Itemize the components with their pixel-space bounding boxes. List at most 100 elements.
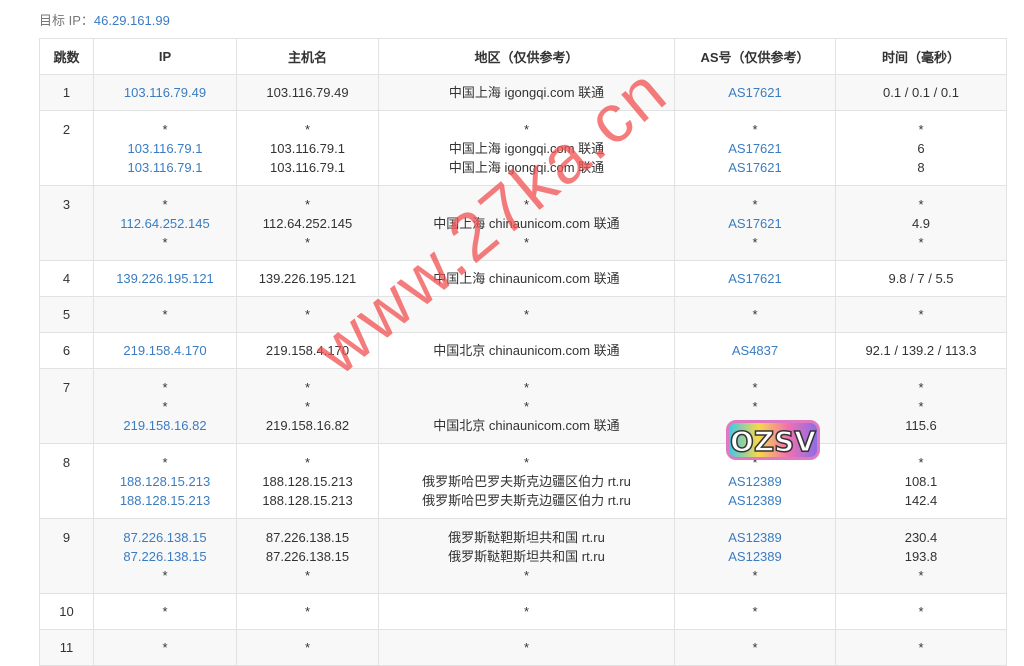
ip-link[interactable]: 103.116.79.1 [127, 160, 203, 175]
region-text: 中国上海 chinaunicom.com 联通 [433, 271, 620, 286]
header-hostname: 主机名 [236, 38, 379, 75]
ip-link[interactable]: 87.226.138.15 [123, 549, 207, 564]
as-cell: AS12389 AS12389 * [674, 518, 836, 594]
hop-cell: 4 [39, 260, 94, 297]
as-link[interactable]: AS17621 [728, 141, 782, 156]
time-text: * [918, 307, 924, 322]
as-link[interactable]: AS4837 [731, 343, 779, 358]
time-text: * [918, 604, 924, 619]
hostname-cell: 103.116.79.49 [236, 74, 379, 111]
region-text: * [523, 235, 530, 250]
hostname-cell: * 112.64.252.145 * [236, 185, 379, 261]
ip-cell: 219.158.4.170 [93, 332, 237, 369]
hop-cell: 7 [39, 368, 94, 444]
ip-text: * [162, 399, 168, 414]
region-cell: * [378, 593, 675, 630]
header-ip: IP [93, 38, 237, 75]
hop-cell: 1 [39, 74, 94, 111]
table-row: 10 * * * * * [39, 593, 1007, 630]
time-text: * [918, 455, 924, 470]
as-cell: * [674, 593, 836, 630]
ip-cell: * [93, 296, 237, 333]
table-row: 1 103.116.79.49 103.116.79.49 中国上海 igongqi.… [39, 74, 1007, 111]
hostname-text: 87.226.138.15 [265, 549, 350, 564]
time-text: 8 [917, 160, 925, 175]
hostname-text: 103.116.79.1 [270, 160, 345, 175]
time-text: * [918, 197, 924, 212]
ip-link[interactable]: 139.226.195.121 [116, 271, 214, 286]
region-cell: 中国上海 chinaunicom.com 联通 [378, 260, 675, 297]
ip-link[interactable]: 112.64.252.145 [120, 216, 210, 231]
hostname-text: * [304, 604, 311, 619]
region-cell: * 俄罗斯哈巴罗夫斯克边疆区伯力 rt.ru 俄罗斯哈巴罗夫斯克边疆区伯力 rt.r… [378, 443, 675, 519]
ip-text: * [162, 235, 168, 250]
hostname-text: 219.158.16.82 [265, 418, 350, 433]
region-cell: 俄罗斯鞑靼斯坦共和国 rt.ru 俄罗斯鞑靼斯坦共和国 rt.ru * [378, 518, 675, 594]
time-text: * [918, 399, 924, 414]
ip-link[interactable]: 188.128.15.213 [119, 493, 211, 508]
as-text: * [752, 235, 758, 250]
region-text: 俄罗斯鞑靼斯坦共和国 rt.ru [448, 549, 605, 564]
as-cell: * [674, 296, 836, 333]
hostname-cell: * [236, 593, 379, 630]
ip-link[interactable]: 219.158.4.170 [123, 343, 207, 358]
time-text: 6 [917, 141, 925, 156]
time-cell: 0.1 / 0.1 / 0.1 [835, 74, 1007, 111]
traceroute-table: 跳数 IP 主机名 地区（仅供参考） AS号（仅供参考） 时间（毫秒） 1 103… [39, 38, 1007, 666]
region-text: * [523, 197, 530, 212]
as-link[interactable]: AS12389 [728, 530, 782, 545]
hostname-text: 112.64.252.145 [262, 216, 353, 231]
as-cell: AS17621 [674, 260, 836, 297]
hostname-text: * [304, 122, 311, 137]
hop-cell: 10 [39, 593, 94, 630]
ozsv-sticker: OZSV [726, 420, 820, 460]
hop-cell: 6 [39, 332, 94, 369]
ip-link[interactable]: 103.116.79.1 [127, 141, 203, 156]
time-text: * [918, 122, 924, 137]
hostname-text: * [304, 455, 311, 470]
hostname-text: * [304, 235, 311, 250]
ip-text: * [162, 568, 168, 583]
region-text: * [523, 399, 530, 414]
region-text: * [523, 122, 530, 137]
as-link[interactable]: AS12389 [728, 474, 782, 489]
ip-text: * [162, 380, 168, 395]
time-cell: 92.1 / 139.2 / 113.3 [835, 332, 1007, 369]
time-text: 92.1 / 139.2 / 113.3 [865, 343, 977, 358]
as-cell: * [674, 629, 836, 666]
as-link[interactable]: AS17621 [728, 216, 782, 231]
region-cell: * * 中国北京 chinaunicom.com 联通 [378, 368, 675, 444]
time-cell: * [835, 296, 1007, 333]
as-link[interactable]: AS17621 [728, 160, 782, 175]
as-text: * [752, 455, 758, 470]
hostname-text: * [304, 197, 311, 212]
as-link[interactable]: AS12389 [728, 549, 782, 564]
table-row: 3 * 112.64.252.145 * * 112.64.252.145 * * 中国上海 c… [39, 185, 1007, 261]
time-text: * [918, 235, 924, 250]
time-text: 115.6 [905, 418, 937, 433]
hop-cell: 11 [39, 629, 94, 666]
time-cell: * 4.9 * [835, 185, 1007, 261]
region-text: * [523, 380, 530, 395]
ip-link[interactable]: 87.226.138.15 [123, 530, 207, 545]
ip-text: * [162, 122, 168, 137]
time-text: 4.9 [911, 216, 931, 231]
as-link[interactable]: AS12389 [728, 493, 782, 508]
ip-cell: * 188.128.15.213 188.128.15.213 [93, 443, 237, 519]
header-region: 地区（仅供参考） [378, 38, 675, 75]
ip-link[interactable]: 188.128.15.213 [119, 474, 211, 489]
region-cell: 中国北京 chinaunicom.com 联通 [378, 332, 675, 369]
time-cell: * [835, 629, 1007, 666]
hostname-text: 219.158.4.170 [265, 343, 350, 358]
region-text: 中国上海 chinaunicom.com 联通 [433, 216, 620, 231]
ip-link[interactable]: 103.116.79.49 [123, 85, 207, 100]
table-header-row: 跳数 IP 主机名 地区（仅供参考） AS号（仅供参考） 时间（毫秒） [39, 38, 1007, 75]
as-link[interactable]: AS17621 [728, 271, 782, 286]
table-row: 7 * * 219.158.16.82 * * 219.158.16.82 * * 中国北京 ch… [39, 368, 1007, 444]
time-text: * [918, 380, 924, 395]
ip-cell: * 112.64.252.145 * [93, 185, 237, 261]
as-link[interactable]: AS17621 [728, 85, 782, 100]
ip-link[interactable]: 219.158.16.82 [123, 418, 207, 433]
region-text: * [523, 455, 530, 470]
as-text: * [752, 604, 758, 619]
